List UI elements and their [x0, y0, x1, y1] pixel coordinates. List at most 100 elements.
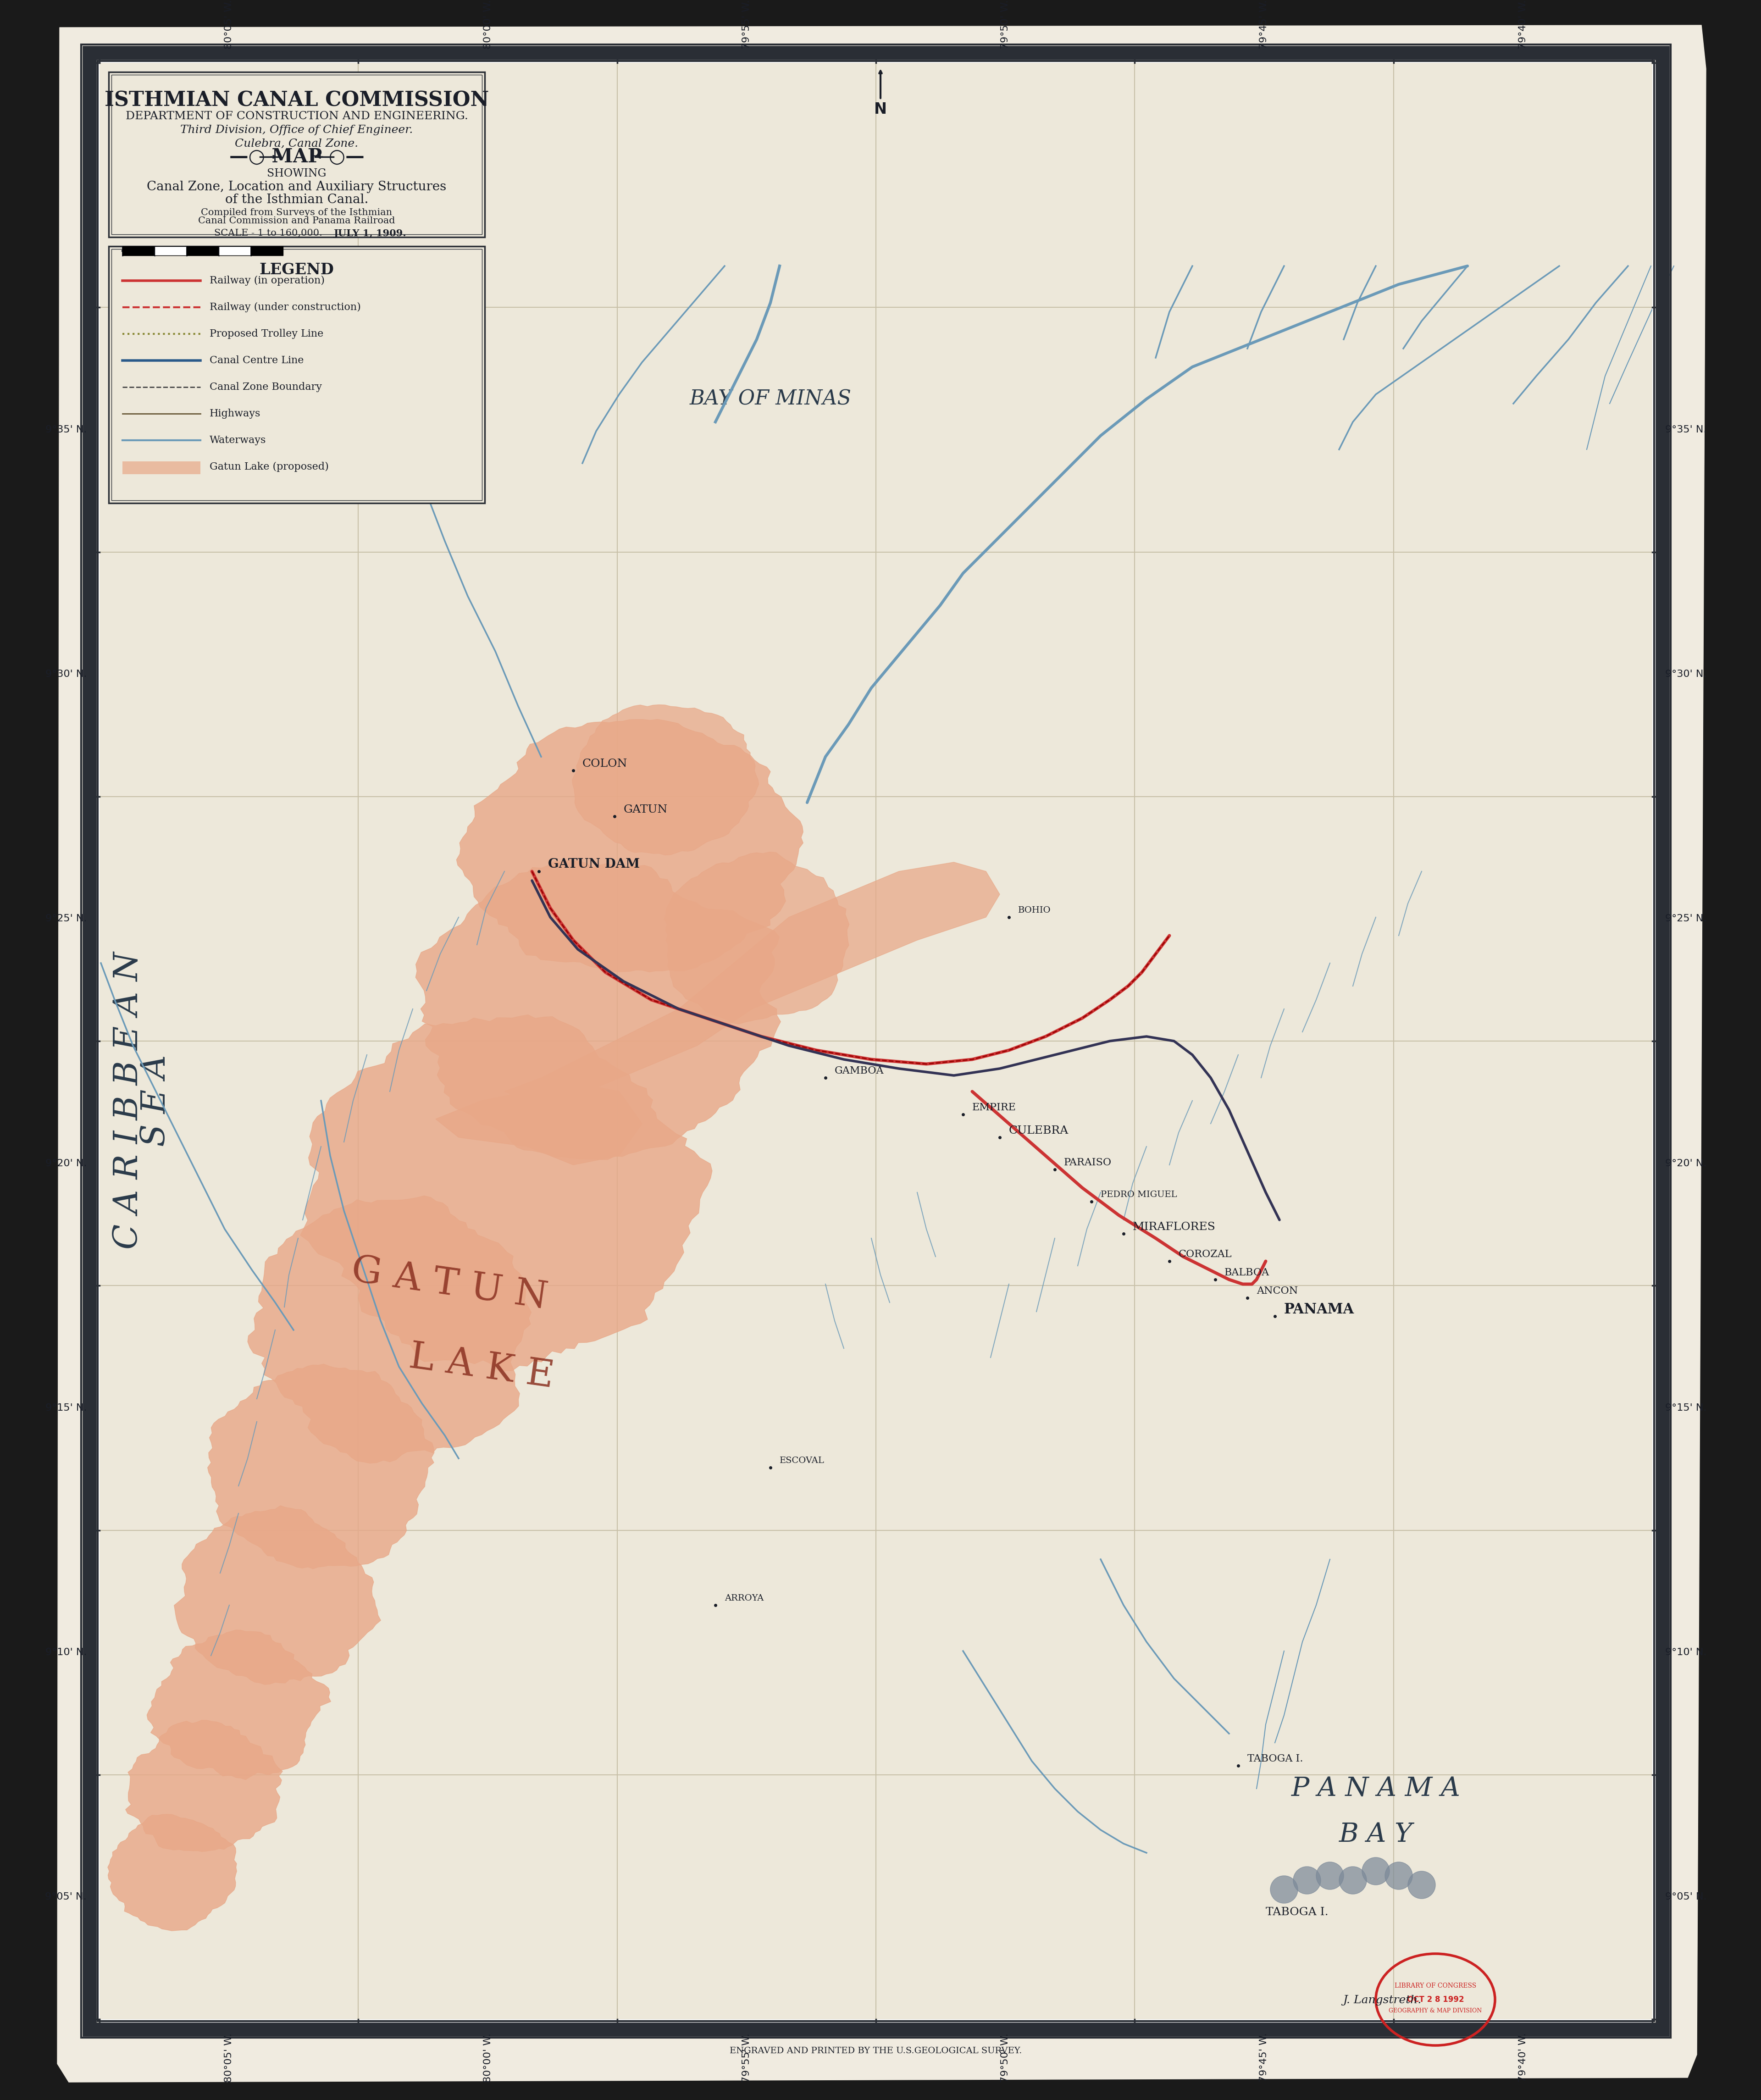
Text: BOHIO: BOHIO — [1018, 907, 1051, 914]
Polygon shape — [504, 863, 1000, 1100]
Bar — [187, 246, 218, 256]
Bar — [123, 462, 201, 475]
Bar — [90, 53, 1662, 2029]
Text: N: N — [873, 101, 888, 118]
Polygon shape — [125, 1720, 282, 1852]
Bar — [250, 246, 284, 256]
Polygon shape — [456, 720, 803, 972]
Text: G A T U N: G A T U N — [349, 1252, 549, 1317]
Text: 79°45' W.: 79°45' W. — [1259, 0, 1268, 48]
Text: 9°15' N.: 9°15' N. — [46, 1403, 86, 1413]
Polygon shape — [664, 853, 849, 1025]
Text: TABOGA I.: TABOGA I. — [1247, 1753, 1303, 1764]
Text: —○ MAP ○—: —○ MAP ○— — [229, 147, 365, 166]
Bar — [100, 63, 1652, 2020]
Bar — [111, 76, 483, 235]
Bar — [359, 2020, 616, 2029]
Text: 79°50' W.: 79°50' W. — [1000, 2033, 1009, 2083]
Bar — [123, 246, 155, 256]
Bar — [1652, 552, 1662, 796]
Text: Culebra, Canal Zone.: Culebra, Canal Zone. — [234, 139, 359, 149]
Bar — [359, 53, 616, 63]
Text: 9°20' N.: 9°20' N. — [1666, 1159, 1706, 1168]
Text: 9°10' N.: 9°10' N. — [1666, 1649, 1706, 1657]
Text: GATUN: GATUN — [623, 804, 667, 815]
Polygon shape — [301, 1014, 711, 1371]
Text: Canal Zone, Location and Auxiliary Structures: Canal Zone, Location and Auxiliary Struc… — [146, 181, 447, 193]
Text: 79°55' W.: 79°55' W. — [741, 0, 752, 48]
Text: 9°35' N.: 9°35' N. — [46, 424, 86, 435]
Bar — [90, 1531, 100, 1774]
Text: Third Division, Office of Chief Engineer.: Third Division, Office of Chief Engineer… — [180, 124, 414, 134]
Text: 9°05' N.: 9°05' N. — [46, 1892, 86, 1903]
Text: SCALE - 1 to 160,000.: SCALE - 1 to 160,000. — [215, 229, 322, 237]
Text: 9°35' N.: 9°35' N. — [1666, 424, 1706, 435]
Text: 9°10' N.: 9°10' N. — [46, 1649, 86, 1657]
Text: DEPARTMENT OF CONSTRUCTION AND ENGINEERING.: DEPARTMENT OF CONSTRUCTION AND ENGINEERI… — [125, 111, 468, 122]
Text: CULEBRA: CULEBRA — [1009, 1126, 1069, 1136]
Text: Highways: Highways — [210, 410, 261, 418]
Bar — [618, 53, 875, 63]
Text: 79°45' W.: 79°45' W. — [1259, 2033, 1268, 2083]
Polygon shape — [248, 1195, 532, 1464]
Text: BAY OF MINAS: BAY OF MINAS — [690, 388, 851, 410]
Text: Canal Centre Line: Canal Centre Line — [210, 355, 303, 365]
Text: J. Langstreth.: J. Langstreth. — [1344, 1995, 1421, 2006]
Text: 80°00' W.: 80°00' W. — [483, 0, 493, 48]
Text: OCT 2 8 1992: OCT 2 8 1992 — [1407, 1995, 1463, 2003]
Polygon shape — [58, 25, 1706, 2081]
Text: Compiled from Surveys of the Isthmian: Compiled from Surveys of the Isthmian — [201, 208, 393, 216]
Polygon shape — [107, 1814, 236, 1930]
Text: Canal Commission and Panama Railroad: Canal Commission and Panama Railroad — [199, 216, 394, 225]
Text: 79°40' W.: 79°40' W. — [1518, 2033, 1527, 2083]
Bar — [90, 1777, 100, 2018]
Bar — [877, 53, 1134, 63]
Text: COROZAL: COROZAL — [1178, 1249, 1233, 1260]
Polygon shape — [416, 861, 780, 1159]
Text: 9°25' N.: 9°25' N. — [1666, 914, 1706, 924]
Text: S E A: S E A — [139, 1054, 173, 1147]
Polygon shape — [572, 706, 759, 855]
Text: ENGRAVED AND PRINTED BY THE U.S.GEOLOGICAL SURVEY.: ENGRAVED AND PRINTED BY THE U.S.GEOLOGIC… — [729, 2047, 1021, 2056]
Bar — [155, 246, 187, 256]
Circle shape — [1315, 1863, 1344, 1890]
Text: Proposed Trolley Line: Proposed Trolley Line — [210, 330, 324, 338]
Polygon shape — [435, 1082, 643, 1166]
Bar — [1652, 1777, 1662, 2018]
Text: B A Y: B A Y — [1338, 1821, 1412, 1848]
Bar — [90, 63, 100, 307]
Text: 9°15' N.: 9°15' N. — [1666, 1403, 1706, 1413]
Text: Waterways: Waterways — [210, 435, 266, 445]
Bar — [100, 2020, 357, 2029]
Polygon shape — [146, 1630, 331, 1779]
Text: Gatun Lake (proposed): Gatun Lake (proposed) — [210, 462, 329, 473]
Text: COLON: COLON — [583, 758, 627, 769]
Text: MIRAFLORES: MIRAFLORES — [1132, 1222, 1215, 1233]
Text: L A K E: L A K E — [407, 1338, 556, 1394]
Bar — [1652, 309, 1662, 550]
Text: LIBRARY OF CONGRESS: LIBRARY OF CONGRESS — [1395, 1982, 1476, 1989]
Bar — [109, 71, 484, 237]
Bar — [1395, 2020, 1652, 2029]
Bar — [218, 246, 250, 256]
Circle shape — [1361, 1856, 1389, 1886]
Polygon shape — [174, 1506, 380, 1684]
Text: 9°05' N.: 9°05' N. — [1666, 1892, 1706, 1903]
Circle shape — [1293, 1867, 1321, 1894]
Bar — [1652, 63, 1662, 307]
Text: of the Isthmian Canal.: of the Isthmian Canal. — [225, 193, 368, 206]
Text: PANAMA: PANAMA — [1284, 1302, 1354, 1317]
Bar — [1652, 798, 1662, 1040]
Bar — [1652, 1042, 1662, 1285]
Bar — [100, 53, 357, 63]
Circle shape — [1407, 1871, 1435, 1898]
Bar — [97, 61, 1654, 2020]
Text: ISTHMIAN CANAL COMMISSION: ISTHMIAN CANAL COMMISSION — [104, 90, 490, 109]
Bar — [90, 798, 100, 1040]
Bar — [1395, 53, 1652, 63]
Bar — [90, 552, 100, 796]
Text: ESCOVAL: ESCOVAL — [780, 1457, 824, 1466]
Text: GAMBOA: GAMBOA — [835, 1067, 884, 1075]
Text: TABOGA I.: TABOGA I. — [1266, 1907, 1328, 1917]
Bar — [1136, 2020, 1393, 2029]
